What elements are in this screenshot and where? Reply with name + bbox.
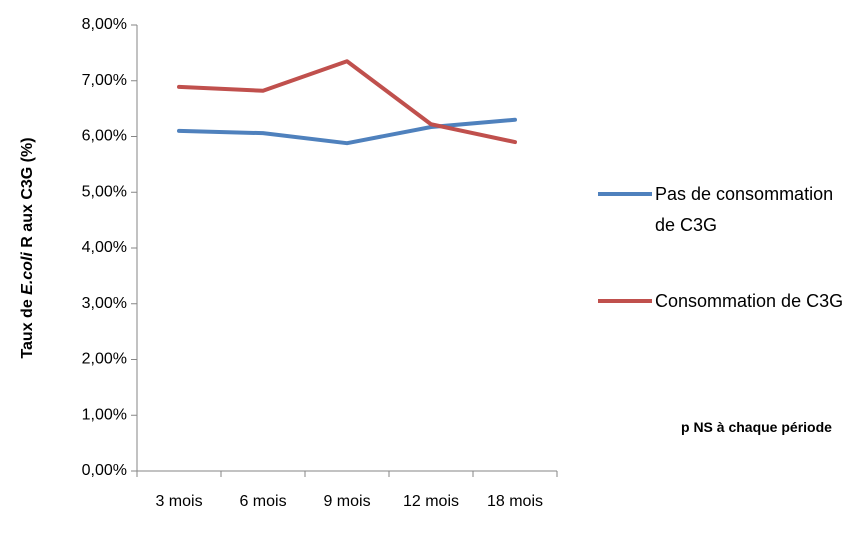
y-tick-label: 4,00% [82, 239, 127, 256]
y-tick-label: 5,00% [82, 183, 127, 200]
x-tick-label: 3 mois [155, 493, 203, 510]
legend-label: Pas de consommation de C3G [655, 184, 834, 235]
x-tick-label: 18 mois [486, 493, 544, 510]
series-line [177, 117, 517, 146]
y-tick-label: 0,00% [82, 462, 127, 479]
x-tick-label: 6 mois [239, 493, 287, 510]
y-tick-label: 7,00% [82, 72, 127, 89]
y-tick-label: 2,00% [82, 351, 127, 368]
y-tick-label: 6,00% [82, 128, 127, 145]
y-axis-title: Taux de E.coli R aux C3G (%) [19, 137, 36, 358]
y-axis-title-part: R aux C3G (%) [19, 137, 36, 252]
y-tick-label: 8,00% [82, 16, 127, 33]
x-tick-label: 9 mois [323, 493, 371, 510]
y-axis-title-part: Taux de [19, 295, 36, 359]
series-line [177, 59, 517, 145]
y-tick-label: 3,00% [82, 295, 127, 312]
annotation: p NS à chaque période [681, 419, 832, 435]
y-tick-label: 1,00% [82, 406, 127, 423]
x-tick-label: 12 mois [402, 493, 460, 510]
y-axis-title-part: E.coli [19, 252, 36, 295]
legend-label: Consommation de C3G [655, 291, 844, 311]
